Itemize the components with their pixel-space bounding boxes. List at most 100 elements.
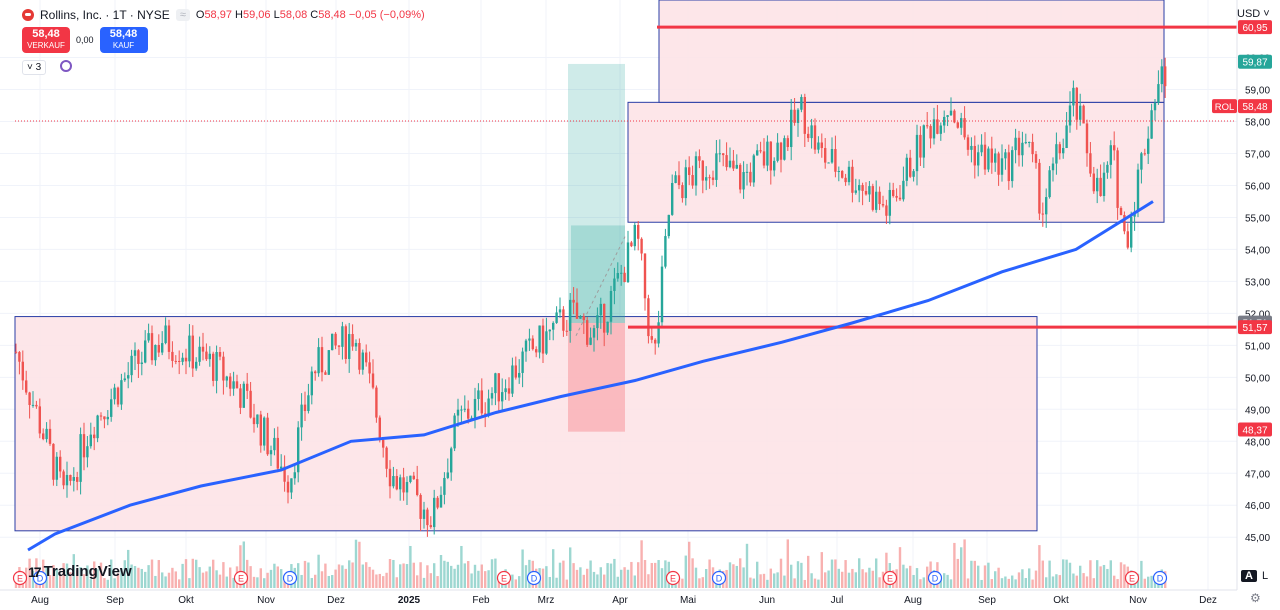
volume-bar [565, 579, 568, 588]
earnings-marker-icon[interactable] [882, 570, 898, 586]
volume-bar [847, 572, 851, 588]
candle-body [684, 167, 687, 199]
candle-body [96, 415, 99, 439]
volume-bar [732, 564, 735, 588]
volume-bar [320, 571, 324, 588]
candle-body [450, 448, 453, 473]
log-scale-button[interactable]: L [1262, 570, 1269, 582]
auto-scale-button[interactable]: A [1241, 570, 1257, 582]
candle-body [42, 433, 45, 440]
sync-icon[interactable] [60, 60, 72, 72]
volume-bar [246, 559, 249, 588]
buy-button[interactable]: 58,48 KAUF [99, 27, 148, 53]
candle-body [1068, 105, 1072, 126]
candle-body [1130, 216, 1133, 248]
volume-bar [378, 573, 381, 588]
volume-bar [303, 560, 307, 588]
candle-body [361, 352, 364, 370]
candle-body [946, 115, 949, 117]
x-tick-label: Dez [1199, 595, 1217, 606]
candle-body [660, 266, 664, 323]
symbol-title[interactable]: Rollins, Inc. · 1T · NYSE [40, 8, 170, 22]
volume-bar [953, 542, 956, 588]
candle-body [681, 185, 684, 199]
volume-bar [249, 566, 252, 588]
event-marker-label: D [37, 574, 44, 584]
volume-bar [89, 579, 92, 588]
candle-body [1096, 177, 1099, 192]
volume-bar [834, 559, 837, 588]
volume-bar [1011, 575, 1014, 588]
x-tick-label: Okt [1053, 595, 1069, 606]
candle-body [511, 365, 514, 394]
candle-body [99, 415, 103, 417]
event-marker-label: E [1129, 574, 1135, 584]
candle-body [103, 416, 106, 420]
volume-bar [269, 569, 273, 588]
dividend-marker-icon[interactable] [1152, 570, 1168, 586]
gear-icon[interactable]: ⚙ [1250, 591, 1261, 605]
candle-body [582, 316, 585, 321]
candle-body [123, 378, 126, 381]
sell-button[interactable]: 58,48 VERKAUF [22, 27, 70, 53]
currency-selector[interactable]: USD ˅ [1237, 8, 1270, 20]
tradingview-watermark: 17 TradingView [28, 563, 132, 580]
candle-body [1160, 66, 1163, 85]
volume-bar [980, 579, 983, 588]
candle-body [589, 337, 592, 345]
dividend-marker-icon[interactable] [711, 570, 727, 586]
y-tick-label: 46,00 [1245, 501, 1270, 512]
earnings-marker-icon[interactable] [1124, 570, 1140, 586]
ticker-label-bg [1212, 99, 1237, 114]
volume-bar [1068, 562, 1072, 588]
candle-body [773, 160, 776, 171]
volume-bar [429, 573, 432, 588]
candle-body [558, 309, 562, 313]
candle-body [745, 171, 749, 173]
candle-body [429, 525, 432, 528]
volume-bar [314, 574, 317, 588]
candle-body [847, 166, 851, 183]
candle-body [52, 443, 55, 480]
volume-bar [222, 562, 225, 588]
candle-body [307, 395, 310, 412]
volume-bar [327, 575, 330, 588]
dividend-marker-icon[interactable] [927, 570, 943, 586]
candle-body [800, 96, 803, 110]
candle-body [803, 96, 806, 134]
candle-body [575, 302, 579, 319]
range-zone[interactable] [658, 0, 1165, 103]
dividend-marker-icon[interactable] [32, 570, 48, 586]
volume-bar [480, 564, 483, 588]
x-tick-label: Dez [327, 595, 345, 606]
earnings-marker-icon[interactable] [665, 570, 681, 586]
dividend-marker-icon[interactable] [282, 570, 298, 586]
dividend-marker-icon[interactable] [526, 570, 542, 586]
indicator-toggle-icon[interactable]: ≈ [175, 9, 190, 21]
volume-bar [456, 564, 460, 588]
collapse-indicators-button[interactable]: ˅ 3 [22, 60, 47, 75]
volume-bar [681, 578, 684, 588]
earnings-marker-icon[interactable] [233, 570, 249, 586]
candle-body [1092, 173, 1095, 192]
candle-body [980, 144, 983, 153]
volume-bar [382, 576, 385, 588]
candle-body [409, 475, 412, 482]
earnings-marker-icon[interactable] [12, 570, 28, 586]
volume-bar [208, 566, 211, 588]
earnings-marker-icon[interactable] [496, 570, 512, 586]
volume-bar [1034, 570, 1038, 588]
candle-body [987, 148, 990, 170]
volume-bar [1092, 578, 1095, 588]
candle-body [994, 153, 997, 163]
volume-bar [371, 569, 375, 588]
x-tick-label: Feb [472, 595, 490, 606]
candle-body [752, 155, 755, 183]
volume-bar [739, 558, 742, 588]
candle-body [562, 309, 565, 331]
candle-body [110, 399, 113, 417]
position-loss-zone[interactable] [568, 322, 625, 432]
volume-bar [1051, 576, 1055, 588]
volume-bar [55, 569, 58, 588]
